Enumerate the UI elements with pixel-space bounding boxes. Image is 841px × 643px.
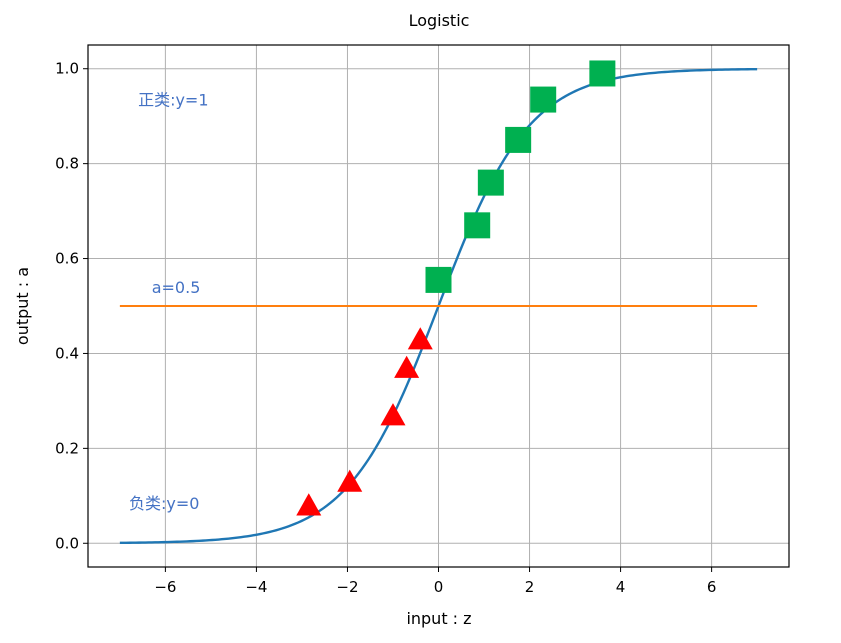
x-tick-label: −2	[336, 578, 358, 596]
negative-class-marker	[337, 469, 363, 492]
y-tick-label: 0.0	[55, 534, 79, 552]
positive-class-marker	[477, 169, 504, 196]
y-tick-label: 0.8	[55, 155, 79, 173]
x-tick-label: 6	[707, 578, 717, 596]
negative-class-marker	[380, 403, 406, 426]
x-tick-label: −6	[154, 578, 176, 596]
positive-class-marker	[464, 212, 491, 239]
chart-title: Logistic	[409, 11, 470, 30]
y-axis: 0.0 0.2 0.4 0.6 0.8 1.0	[55, 60, 88, 552]
y-tick-label: 0.6	[55, 250, 79, 268]
annotations: 正类:y=1 a=0.5 负类:y=0	[129, 91, 209, 513]
negative-class-marker	[394, 355, 420, 378]
y-tick-label: 0.2	[55, 439, 79, 457]
y-tick-label: 1.0	[55, 60, 79, 78]
positive-class-marker	[425, 266, 452, 293]
annotation-label: a=0.5	[152, 278, 201, 297]
positive-class-marker	[589, 60, 616, 87]
x-tick-label: 0	[434, 578, 444, 596]
positive-class-marker	[505, 126, 532, 153]
annotation-label: 负类:y=0	[129, 494, 199, 513]
x-tick-label: 4	[616, 578, 626, 596]
annotation-label: 正类:y=1	[138, 91, 208, 110]
y-tick-label: 0.4	[55, 344, 79, 362]
x-axis: −6 −4 −2 0 2 4 6	[154, 567, 716, 596]
series	[119, 60, 758, 545]
x-tick-label: 2	[525, 578, 535, 596]
negative-class-marker	[296, 493, 322, 516]
x-axis-label: input : z	[406, 609, 471, 628]
positive-class-marker	[530, 86, 557, 113]
y-axis-label: output : a	[13, 267, 32, 345]
x-tick-label: −4	[245, 578, 267, 596]
negative-class-marker	[407, 327, 433, 350]
